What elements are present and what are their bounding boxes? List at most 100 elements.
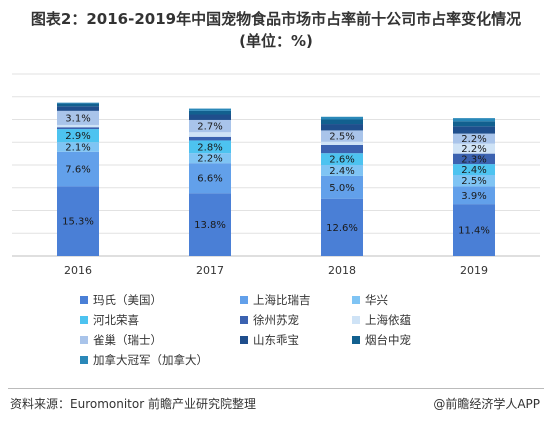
bar-segment (321, 175, 363, 199)
legend-swatch (240, 316, 248, 324)
bar-segment (57, 124, 99, 128)
legend-item: 上海依蕴 (352, 313, 411, 327)
legend-swatch (240, 336, 248, 344)
data-label: 2.5% (461, 176, 486, 187)
data-label: 13.8% (194, 220, 226, 231)
bar-segment (57, 106, 99, 111)
x-tick-label: 2018 (328, 264, 356, 277)
legend-swatch (80, 316, 88, 324)
legend-label: 上海依蕴 (365, 313, 411, 327)
legend-item: 加拿大冠军（加拿大） (80, 353, 208, 367)
data-label: 7.6% (65, 165, 90, 176)
bar-segment (321, 165, 363, 176)
legend-swatch (240, 296, 248, 304)
bar-segment (57, 102, 99, 104)
bar-segment (57, 103, 99, 107)
legend-item: 玛氏（美国） (80, 293, 162, 307)
legend-item: 华兴 (352, 293, 388, 307)
legend-label: 徐州苏宠 (253, 313, 299, 327)
bar-segment (189, 114, 231, 120)
data-label: 6.6% (197, 174, 222, 185)
legend-label: 上海比瑞吉 (253, 293, 311, 307)
bar-segment (189, 163, 231, 194)
bar-segment (453, 186, 495, 205)
legend-label: 加拿大冠军（加拿大） (93, 353, 208, 367)
legend-swatch (80, 336, 88, 344)
bar-segment (321, 116, 363, 120)
legend-label: 玛氏（美国） (93, 293, 162, 307)
footer-divider (8, 388, 544, 389)
data-label: 3.9% (461, 191, 486, 202)
bar-segment (189, 136, 231, 141)
source-note: 资料来源：Euromonitor 前瞻产业研究院整理 (10, 397, 256, 411)
bar-segment (453, 126, 495, 134)
data-label: 2.6% (329, 155, 354, 166)
bar-segment (189, 108, 231, 111)
bar-segment (57, 151, 99, 187)
legend-item: 河北荣喜 (80, 313, 139, 327)
bar-segment (321, 130, 363, 142)
bar-segment (189, 119, 231, 133)
data-label: 2.1% (65, 143, 90, 154)
data-label: 2.5% (329, 132, 354, 143)
stacked-bar-chart: 15.3%7.6%2.1%2.9%3.1%201613.8%6.6%2.2%2.… (12, 73, 540, 277)
bar-segment (453, 153, 495, 165)
legend-label: 河北荣喜 (93, 313, 139, 327)
legend-swatch (80, 356, 88, 364)
bar-segment (453, 204, 495, 256)
data-label: 2.2% (461, 144, 486, 155)
data-label: 2.4% (329, 166, 354, 177)
bar-segment (321, 124, 363, 131)
credit-note: @前瞻经济学人APP (433, 397, 540, 411)
bar-segment (321, 144, 363, 154)
legend-item: 徐州苏宠 (240, 313, 299, 327)
bar-segment (321, 153, 363, 165)
bar-segment (453, 143, 495, 154)
legend-swatch (352, 316, 360, 324)
x-tick-label: 2017 (196, 264, 224, 277)
legend-label: 山东乖宝 (253, 333, 299, 347)
bar-segment (57, 186, 99, 256)
bar-segment (189, 140, 231, 154)
legend-label: 烟台中宠 (365, 333, 411, 347)
data-label: 15.3% (62, 217, 94, 228)
bar-segment (453, 118, 495, 122)
legend-item: 上海比瑞吉 (240, 293, 311, 307)
bar-segment (453, 164, 495, 176)
legend-item: 烟台中宠 (352, 333, 411, 347)
data-label: 2.9% (65, 131, 90, 142)
bar-segment (189, 132, 231, 137)
bar-segment (321, 119, 363, 125)
bar-segment (57, 142, 99, 152)
data-label: 2.7% (197, 122, 222, 133)
bar-segment (189, 153, 231, 164)
legend-label: 雀巢（瑞士） (93, 333, 162, 347)
legend-swatch (352, 296, 360, 304)
bar-segment (57, 110, 99, 125)
legend-item: 雀巢（瑞士） (80, 333, 162, 347)
bar-segment (321, 198, 363, 256)
data-label: 2.4% (461, 165, 486, 176)
bar-segment (189, 110, 231, 115)
legend-label: 华兴 (365, 293, 388, 307)
bar-segment (57, 129, 99, 143)
data-label: 2.2% (461, 134, 486, 145)
data-label: 2.2% (197, 154, 222, 165)
chart-unit-subtitle: (单位：%) (239, 32, 313, 50)
data-label: 11.4% (458, 226, 490, 237)
data-label: 12.6% (326, 223, 358, 234)
bar-segment (453, 133, 495, 144)
data-label: 2.3% (461, 154, 486, 165)
bar-segment (453, 175, 495, 187)
data-label: 3.1% (65, 113, 90, 124)
legend-swatch (352, 336, 360, 344)
x-tick-label: 2019 (460, 264, 488, 277)
data-label: 5.0% (329, 183, 354, 194)
bar-segment (321, 141, 363, 145)
chart-title: 图表2：2016-2019年中国宠物食品市场市占率前十公司市占率变化情况 (30, 10, 522, 28)
legend-swatch (80, 296, 88, 304)
data-label: 2.8% (197, 142, 222, 153)
bar-segment (189, 193, 231, 256)
bar-segment (453, 121, 495, 127)
